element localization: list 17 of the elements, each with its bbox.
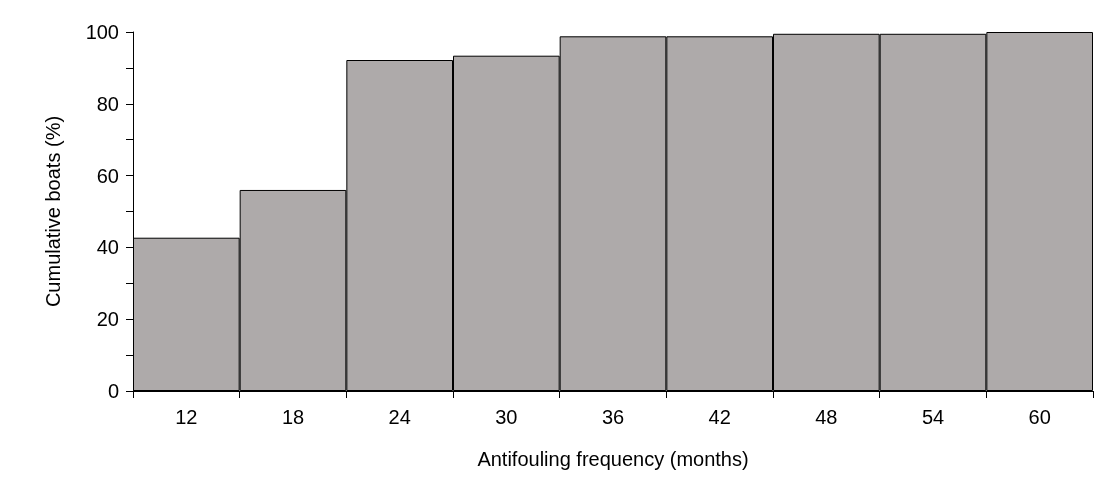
y-tick-label: 0 (107, 380, 119, 402)
x-tick-label: 24 (388, 406, 411, 428)
y-tick-label: 20 (96, 308, 119, 331)
x-tick-label: 18 (281, 406, 305, 428)
x-tick-label: 54 (921, 406, 945, 428)
x-tick-label: 36 (601, 406, 625, 428)
x-tick-label: 60 (1028, 406, 1051, 428)
x-tick-label: 42 (708, 406, 731, 428)
x-axis-title: Antifouling frequency (months) (477, 448, 749, 470)
y-tick-label: 80 (96, 92, 119, 115)
y-tick-label: 40 (96, 236, 119, 259)
y-tick-label: 100 (85, 21, 119, 43)
x-tick-label: 48 (815, 406, 838, 428)
y-tick-label: 60 (96, 164, 119, 187)
y-axis-title: Cumulative boats (%) (42, 115, 64, 308)
x-tick-label: 30 (495, 406, 518, 428)
x-tick-label: 12 (175, 406, 198, 428)
